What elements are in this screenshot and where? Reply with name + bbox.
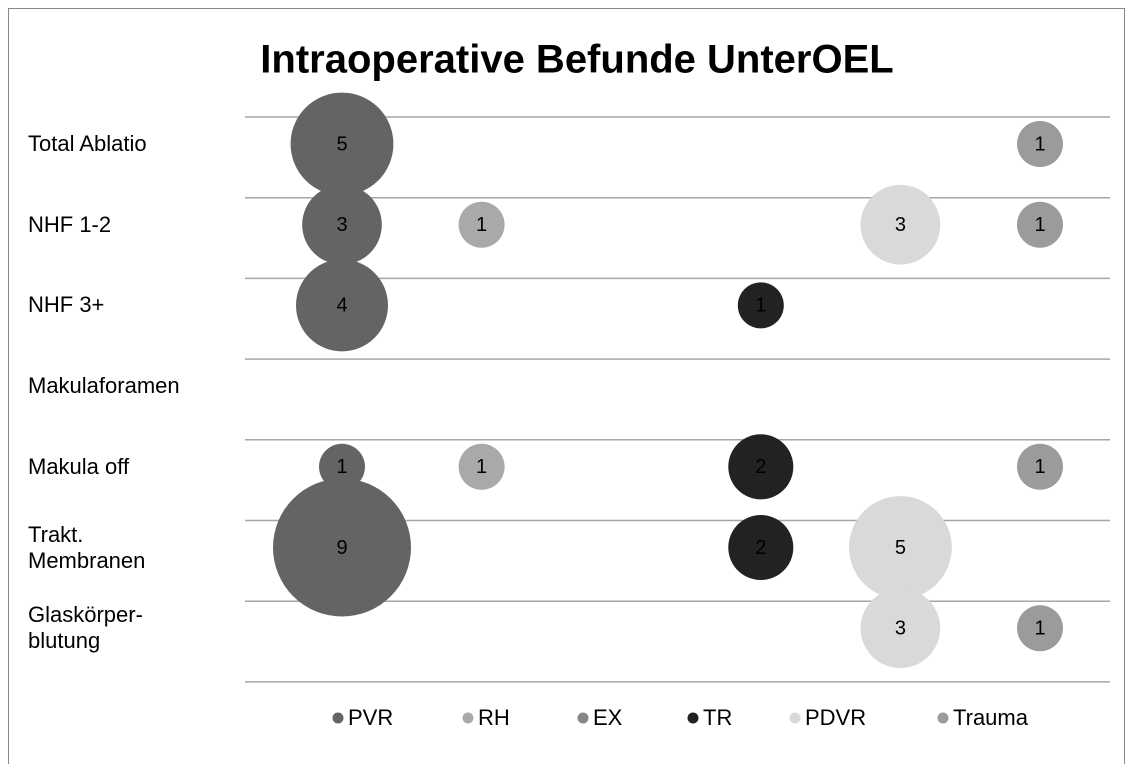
legend-label: EX — [593, 705, 623, 730]
bubble — [1017, 121, 1063, 167]
bubble — [728, 434, 794, 500]
data-label: 1 — [1034, 456, 1045, 478]
bubble — [458, 443, 505, 490]
data-label: 3 — [895, 214, 906, 236]
data-label: 9 — [336, 537, 347, 559]
bubble — [302, 184, 382, 265]
data-label: 1 — [476, 456, 487, 478]
bubble — [848, 496, 952, 599]
row-label: NHF 3+ — [28, 292, 105, 318]
row-label: Trakt. Membranen — [28, 521, 146, 573]
data-label: 5 — [336, 133, 347, 155]
bubble — [1017, 201, 1063, 248]
data-label: 1 — [1034, 133, 1045, 155]
row-label: Glaskörper- blutung — [28, 602, 143, 654]
bubble — [273, 478, 411, 617]
legend-marker — [462, 712, 474, 724]
data-label: 1 — [1034, 617, 1045, 639]
legend-marker — [789, 712, 801, 724]
data-label: 2 — [755, 537, 766, 559]
legend-marker — [332, 712, 344, 724]
bubble — [319, 443, 365, 490]
data-label: 1 — [336, 456, 347, 478]
bubble — [458, 201, 505, 248]
data-label: 1 — [1034, 214, 1045, 236]
data-label: 3 — [895, 617, 906, 639]
row-label: Makula off — [28, 453, 130, 479]
bubble — [290, 92, 394, 196]
legend-label: PDVR — [805, 705, 866, 730]
legend-marker — [937, 712, 949, 724]
bubble — [737, 282, 784, 329]
bubble — [860, 588, 941, 669]
row-label: Total Ablatio — [28, 131, 147, 156]
legend-label: RH — [478, 705, 510, 730]
chart-border — [8, 8, 1125, 764]
legend-label: Trauma — [953, 705, 1029, 730]
legend-marker — [577, 712, 589, 724]
bubble — [296, 259, 388, 352]
legend-label: PVR — [348, 705, 393, 730]
data-label: 1 — [476, 214, 487, 236]
data-label: 1 — [755, 295, 766, 317]
chart-title: Intraoperative Befunde UnterOEL — [260, 38, 893, 82]
bubble — [728, 514, 794, 581]
data-label: 5 — [895, 537, 906, 559]
bubble — [1017, 605, 1063, 652]
row-label: NHF 1-2 — [28, 211, 112, 237]
bubble — [860, 184, 941, 265]
bubble — [1017, 443, 1063, 490]
row-label: Makulaforamen — [28, 373, 180, 399]
legend-label: TR — [703, 705, 732, 730]
data-label: 3 — [336, 214, 347, 236]
data-label: 2 — [755, 456, 766, 478]
legend-marker — [687, 712, 699, 724]
data-label: 4 — [336, 295, 347, 317]
